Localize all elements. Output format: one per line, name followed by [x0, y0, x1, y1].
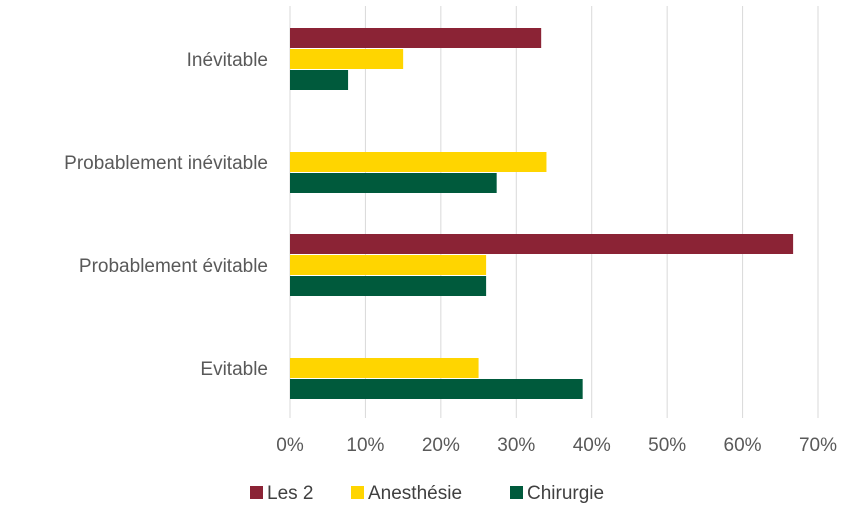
- x-tick-label: 0%: [276, 435, 304, 456]
- bar-les-2-2: [290, 234, 794, 254]
- bar-chirurgie-1: [290, 173, 497, 193]
- category-labels: Inévitable Probablement inévitable Probabl…: [64, 50, 268, 380]
- category-label: Probablement inévitable: [64, 153, 268, 174]
- bar-anesth-sie-2: [290, 255, 487, 275]
- bar-anesth-sie-0: [290, 49, 404, 69]
- bars: [290, 28, 794, 399]
- bar-chirurgie-2: [290, 276, 487, 296]
- legend-swatch: [510, 486, 523, 499]
- bar-chirurgie-3: [290, 379, 583, 399]
- category-label: Inévitable: [187, 50, 268, 71]
- x-tick-label: 60%: [724, 435, 762, 456]
- bar-les-2-0: [290, 28, 542, 48]
- bar-chirurgie-0: [290, 70, 349, 90]
- legend: Les 2 Anesthésie Chirurgie: [250, 483, 604, 504]
- legend-swatch: [351, 486, 364, 499]
- legend-label: Les 2: [267, 483, 313, 504]
- gridlines: [289, 6, 819, 418]
- legend-swatch: [250, 486, 263, 499]
- legend-label: Anesthésie: [368, 483, 462, 504]
- bar-anesth-sie-1: [290, 152, 547, 172]
- x-tick-label: 10%: [346, 435, 384, 456]
- x-tick-label: 30%: [497, 435, 535, 456]
- x-tick-label: 20%: [422, 435, 460, 456]
- bar-anesth-sie-3: [290, 358, 479, 378]
- category-label: Evitable: [200, 359, 268, 380]
- x-tick-label: 40%: [573, 435, 611, 456]
- category-label: Probablement évitable: [79, 256, 268, 277]
- x-tick-label: 50%: [648, 435, 686, 456]
- x-tick-labels: 0% 10% 20% 30% 40% 50% 60% 70%: [276, 435, 837, 456]
- x-tick-label: 70%: [799, 435, 837, 456]
- legend-label: Chirurgie: [527, 483, 604, 504]
